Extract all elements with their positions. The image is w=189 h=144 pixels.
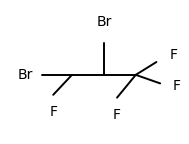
- Text: F: F: [113, 108, 121, 122]
- Text: F: F: [169, 48, 177, 62]
- Text: F: F: [173, 79, 181, 93]
- Text: Br: Br: [96, 15, 112, 29]
- Text: F: F: [49, 105, 57, 119]
- Text: Br: Br: [17, 68, 33, 82]
